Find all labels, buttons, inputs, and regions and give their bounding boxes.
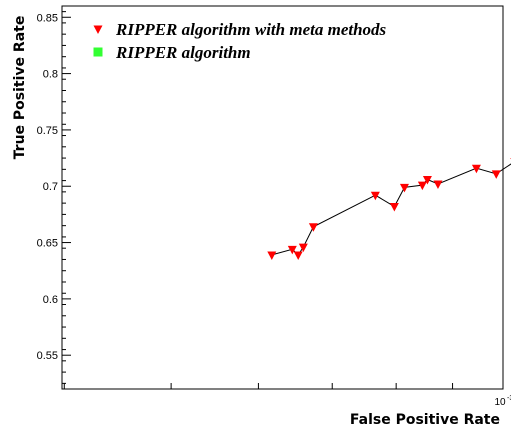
y-tick-label: 0.85 [37,12,58,24]
series-markers [267,157,511,260]
data-point-triangle [433,180,443,189]
y-tick-label: 0.6 [43,294,58,306]
legend: RIPPER algorithm with meta methods RIPPER… [93,20,387,62]
data-point-triangle [491,170,501,179]
legend-marker-triangle [93,25,103,34]
y-tick-label: 0.65 [37,238,58,250]
plot-frame [61,5,504,390]
data-point-triangle [399,183,409,193]
y-tick-label: 0.8 [43,69,58,81]
data-point-triangle [389,203,399,212]
y-tick-label: 0.75 [37,125,58,137]
legend-label: RIPPER algorithm [115,43,251,62]
x-tick-exponent: -3 [507,395,511,402]
legend-marker-square [93,47,103,57]
y-tick-label: 0.55 [37,350,58,362]
x-tick-base: 10 [494,397,506,408]
data-point-triangle [267,251,277,260]
data-point-triangle [417,181,427,191]
data-point-triangle [293,251,303,260]
x-tick-label: 10-3 [494,395,511,408]
data-point-triangle [471,164,481,174]
y-axis-label: True Positive Rate [12,16,28,160]
data-point-triangle [287,245,297,255]
legend-label: RIPPER algorithm with meta methods [115,20,387,39]
data-point-triangle [370,191,380,201]
y-tick-label: 0.7 [43,181,58,193]
data-point-triangle [308,223,318,232]
data-point-triangle [298,243,308,253]
data-point-triangle [422,175,432,185]
axes: 0.55 0.6 0.65 0.7 0.75 0.8 0.85 10-3 [37,11,511,408]
x-axis-label: False Positive Rate [350,412,500,428]
